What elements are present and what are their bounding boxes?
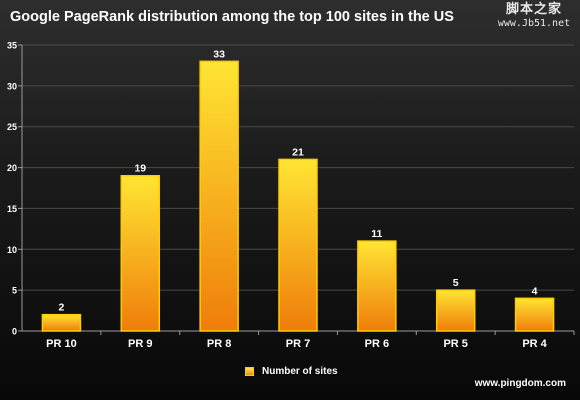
y-tick-label: 30 <box>7 81 17 91</box>
chart-title: Google PageRank distribution among the t… <box>10 9 454 25</box>
y-tick-label: 10 <box>7 245 17 255</box>
x-tick-label: PR 9 <box>128 338 152 350</box>
x-tick-label: PR 10 <box>46 338 77 350</box>
x-tick-label: PR 4 <box>522 338 547 350</box>
bar-pr-5 <box>435 289 476 332</box>
bar-pr-7 <box>278 158 318 332</box>
x-tick-label: PR 7 <box>286 338 310 350</box>
data-label: 5 <box>453 277 459 289</box>
data-label: 33 <box>213 48 225 60</box>
bar-pr-8 <box>199 60 239 332</box>
data-label: 11 <box>371 228 382 240</box>
bar-pr-4 <box>514 297 555 332</box>
bar-pr-9 <box>120 174 161 332</box>
watermark-logo: 脚本之家 www.Jb51.net <box>494 2 574 30</box>
y-tick-label: 15 <box>7 204 17 214</box>
data-label: 2 <box>59 302 65 314</box>
x-tick-label: PR 8 <box>207 338 231 350</box>
y-tick-label: 20 <box>7 163 17 173</box>
legend-swatch-icon <box>245 367 254 376</box>
watermark-chinese-text: 脚本之家 <box>505 2 562 17</box>
x-tick-label: PR 6 <box>365 338 389 350</box>
bar-pr-10 <box>41 313 82 332</box>
y-tick-label: 35 <box>7 41 17 51</box>
x-tick-label: PR 5 <box>443 338 467 350</box>
y-tick-label: 25 <box>7 122 17 132</box>
y-tick-label: 0 <box>12 327 17 337</box>
y-tick-label: 5 <box>12 286 17 296</box>
watermark-url-text: www.Jb51.net <box>497 18 571 29</box>
source-credit: www.pingdom.com <box>474 378 566 389</box>
data-label: 19 <box>134 163 146 175</box>
chart-legend: Number of sites <box>245 366 338 377</box>
bar-pr-6 <box>357 240 397 332</box>
data-label: 21 <box>292 146 304 158</box>
legend-label: Number of sites <box>262 366 338 377</box>
data-label: 4 <box>532 285 538 297</box>
